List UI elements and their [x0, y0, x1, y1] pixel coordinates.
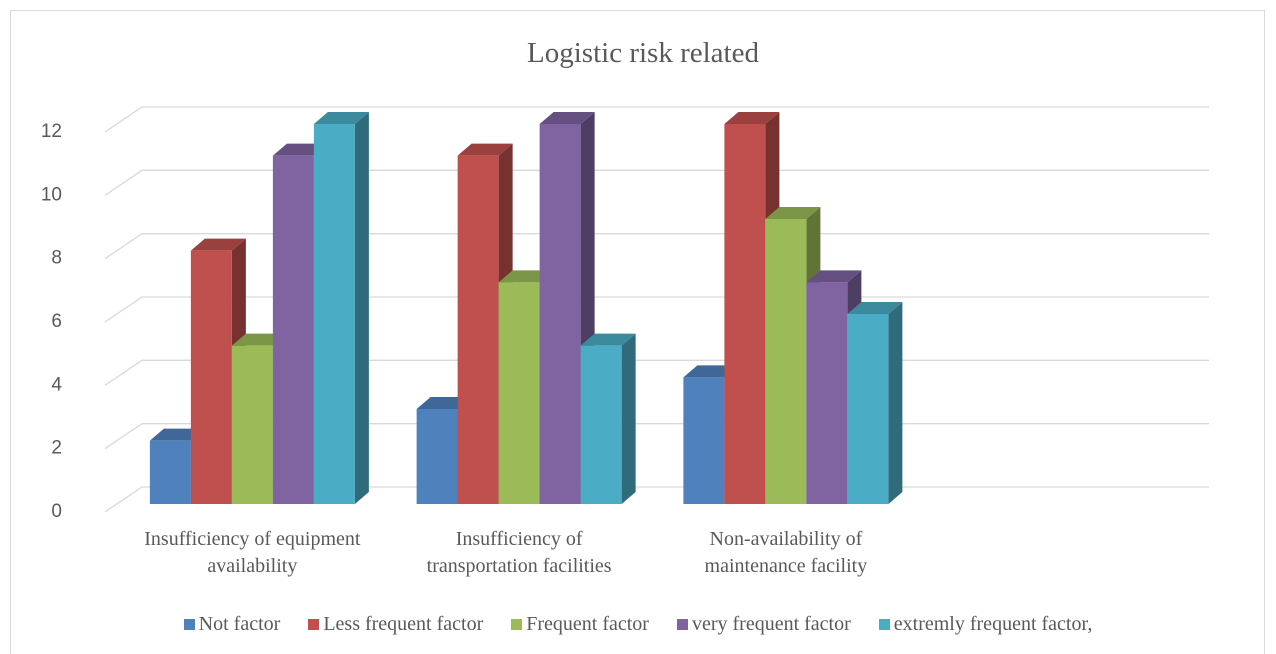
y-tick-label: 10	[41, 184, 62, 205]
bar-top	[539, 112, 595, 124]
bar-top	[847, 302, 903, 314]
chart-border	[10, 10, 1265, 654]
legend-label: Frequent factor	[526, 613, 649, 635]
bar-front	[765, 219, 807, 504]
bar-front	[416, 409, 458, 504]
bar-front	[498, 282, 540, 504]
bar	[580, 333, 636, 504]
bar	[847, 302, 903, 504]
bar-side	[621, 333, 636, 504]
bar-front	[806, 282, 848, 504]
legend-swatch	[878, 619, 890, 630]
bar-side	[354, 112, 369, 504]
legend-swatch	[676, 619, 688, 630]
legend: Not factor Less frequent factor Frequent f…	[0, 613, 1276, 636]
legend-item: Not factor	[183, 613, 281, 636]
y-tick-label: 0	[51, 501, 62, 522]
legend-label: Not factor	[198, 613, 281, 635]
grid-line	[104, 233, 1209, 260]
grid-line	[104, 106, 1209, 133]
chart-title: Logistic risk related	[527, 37, 759, 69]
legend-swatch	[308, 619, 320, 630]
bar-front	[539, 124, 581, 504]
x-tick-label: Insufficiency of transportation faciliti…	[426, 528, 612, 577]
bar-front	[272, 155, 314, 504]
bar-top	[190, 238, 246, 251]
bar	[313, 112, 369, 504]
bar-top	[806, 270, 862, 283]
bar-front	[683, 377, 725, 504]
bar-front	[580, 345, 622, 504]
bar-front	[724, 124, 766, 504]
legend-swatch	[511, 619, 523, 630]
legend-item: Frequent factor	[511, 613, 649, 636]
grid-line	[104, 169, 1209, 196]
bar	[190, 238, 246, 504]
bar-top	[580, 333, 636, 346]
legend-label: Less frequent factor	[323, 613, 484, 635]
grid-line	[104, 296, 1209, 323]
bar-front	[457, 155, 499, 504]
bar-front	[231, 345, 273, 504]
legend-item: very frequent factor	[676, 613, 851, 636]
bar-front	[313, 124, 355, 504]
y-tick-label: 8	[51, 248, 62, 269]
x-tick-label: Non-availability of maintenance facility	[704, 528, 868, 577]
bar-top	[724, 112, 780, 124]
bar-front	[190, 250, 232, 504]
y-tick-label: 12	[41, 121, 62, 142]
x-tick-label: Insufficiency of equipment availability	[144, 528, 361, 577]
legend-swatch	[183, 619, 195, 630]
legend-item: extremly frequent factor,	[878, 613, 1093, 636]
bar-front	[847, 314, 889, 504]
bar-front	[149, 440, 191, 504]
legend-label: extremly frequent factor,	[893, 613, 1093, 635]
bar-top	[457, 143, 513, 156]
bar-top	[765, 207, 821, 219]
y-tick-label: 2	[51, 438, 62, 459]
y-tick-label: 4	[51, 374, 62, 395]
bar-side	[888, 302, 903, 504]
bar-top	[313, 112, 369, 124]
legend-item: Less frequent factor	[308, 613, 483, 636]
y-tick-label: 6	[51, 311, 62, 332]
legend-label: very frequent factor	[691, 613, 851, 635]
